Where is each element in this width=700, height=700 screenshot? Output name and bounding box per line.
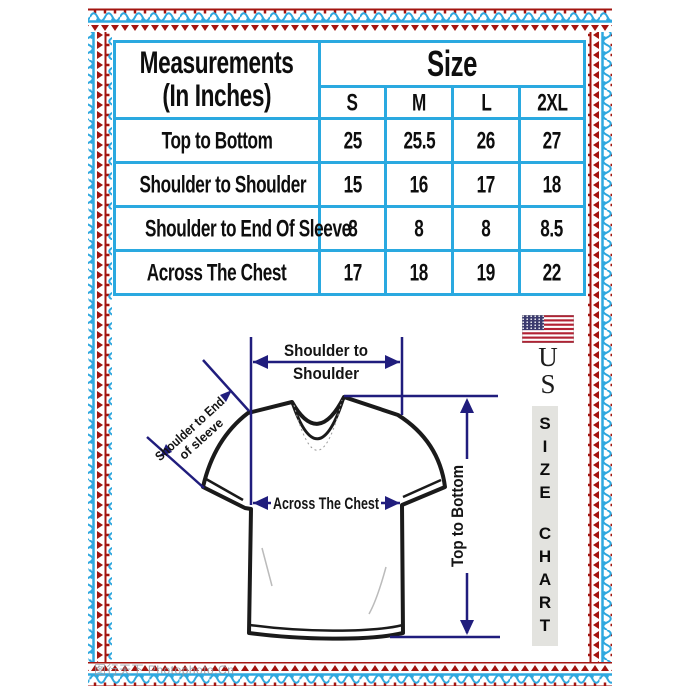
row-label: Top to Bottom bbox=[161, 126, 273, 154]
banner-letter: H bbox=[538, 547, 552, 566]
watermark: 图行天下 Photophoto.Cn bbox=[94, 663, 235, 677]
size-chart-vertical-banner: S I Z E C H A R T bbox=[532, 406, 558, 646]
collar-inner-line bbox=[290, 396, 346, 441]
row-label: Shoulder to Shoulder bbox=[139, 170, 307, 198]
cell-value: 22 bbox=[542, 258, 562, 286]
table-row: Across The Chest 17 18 19 22 bbox=[113, 249, 587, 296]
cell-value: 18 bbox=[542, 170, 562, 198]
size-header-label: Size bbox=[427, 43, 478, 84]
measurements-header-cell: Measurements (In Inches) bbox=[113, 40, 321, 120]
banner-letter: Z bbox=[539, 460, 551, 479]
top-to-bottom-label: Top to Bottom bbox=[448, 465, 467, 567]
cell-value: 17 bbox=[343, 258, 362, 286]
arrowhead-left-icon bbox=[253, 355, 268, 369]
size-col-m-label: M bbox=[412, 88, 426, 116]
table-row: Top to Bottom 25 25.5 26 27 bbox=[113, 117, 587, 164]
shoulder-to-shoulder-label-line2: Shoulder bbox=[293, 364, 359, 383]
size-col-2xl-label: 2XL bbox=[536, 88, 568, 116]
right-cuff-line bbox=[402, 478, 442, 499]
arrowhead-right-icon bbox=[385, 355, 400, 369]
cell-value: 15 bbox=[343, 170, 362, 198]
cell-value: 16 bbox=[409, 170, 429, 198]
row-label: Shoulder to End Of Sleeve bbox=[145, 214, 351, 242]
cell-value: 8 bbox=[414, 214, 424, 242]
cell-value: 18 bbox=[409, 258, 429, 286]
measurements-header-line1: Measurements bbox=[140, 45, 294, 81]
cell-value: 26 bbox=[476, 126, 496, 154]
tshirt-drawing bbox=[201, 395, 447, 641]
table-row: Shoulder to End Of Sleeve 8 8 8 8.5 bbox=[113, 205, 587, 252]
crease-line bbox=[261, 547, 273, 587]
chest-label-backdrop bbox=[271, 490, 381, 515]
row-label: Across The Chest bbox=[147, 258, 287, 286]
banner-letter: C bbox=[538, 524, 552, 543]
arrowhead-up-right-icon bbox=[220, 390, 232, 402]
size-col-l: L bbox=[451, 85, 521, 120]
sleeve-guide-line-lower bbox=[146, 436, 205, 489]
measurements-table: Measurements (In Inches) Size S M L 2XL … bbox=[113, 40, 587, 296]
size-col-s: S bbox=[318, 85, 387, 120]
size-col-l-label: L bbox=[480, 88, 492, 116]
hem-line bbox=[249, 623, 404, 632]
cell-value: 8 bbox=[347, 214, 358, 242]
cell-value: 19 bbox=[476, 258, 496, 286]
arrowhead-down-icon bbox=[460, 620, 474, 635]
table-row: Shoulder to Shoulder 15 16 17 18 bbox=[113, 161, 587, 208]
banner-letter: S bbox=[539, 414, 551, 433]
size-header-cell: Size bbox=[317, 40, 587, 88]
crease-line bbox=[368, 566, 387, 615]
cell-value: 25.5 bbox=[403, 126, 435, 154]
size-col-s-label: S bbox=[346, 88, 359, 116]
arrowhead-down-left-icon bbox=[160, 444, 172, 457]
banner-letter: T bbox=[539, 616, 551, 635]
across-chest-label: Across The Chest bbox=[273, 494, 379, 513]
us-letter-s: S bbox=[540, 369, 556, 399]
sleeve-guide-line-upper bbox=[202, 359, 250, 412]
measurements-header-line2: (In Inches) bbox=[162, 78, 272, 114]
shoulder-to-shoulder-label-line1: Shoulder to bbox=[284, 341, 368, 360]
cell-value: 27 bbox=[542, 126, 562, 154]
us-label: U S bbox=[522, 344, 574, 398]
banner-letter: A bbox=[538, 570, 552, 589]
banner-letter: E bbox=[539, 483, 551, 502]
arrowhead-left-icon bbox=[253, 496, 268, 510]
measurement-annotations bbox=[146, 337, 500, 639]
cell-value: 8 bbox=[481, 214, 491, 242]
tshirt-body bbox=[201, 395, 447, 641]
left-cuff-line bbox=[205, 477, 244, 502]
cell-value: 8.5 bbox=[540, 214, 564, 242]
size-col-m: M bbox=[384, 85, 454, 120]
us-flag-icon bbox=[522, 315, 574, 343]
arrowhead-right-icon bbox=[385, 496, 400, 510]
size-columns-row: S M L 2XL bbox=[115, 85, 587, 120]
tshirt-measurement-diagram: Shoulder to Shoulder Shoulder to End of … bbox=[146, 337, 500, 641]
collar-stitch-line bbox=[293, 399, 343, 451]
banner-letter: I bbox=[542, 437, 548, 456]
size-col-2xl: 2XL bbox=[517, 85, 587, 120]
arrowhead-up-icon bbox=[460, 398, 474, 413]
cell-value: 25 bbox=[343, 126, 362, 154]
banner-letter: R bbox=[538, 593, 552, 612]
cell-value: 17 bbox=[476, 170, 496, 198]
us-letter-u: U bbox=[538, 342, 558, 372]
